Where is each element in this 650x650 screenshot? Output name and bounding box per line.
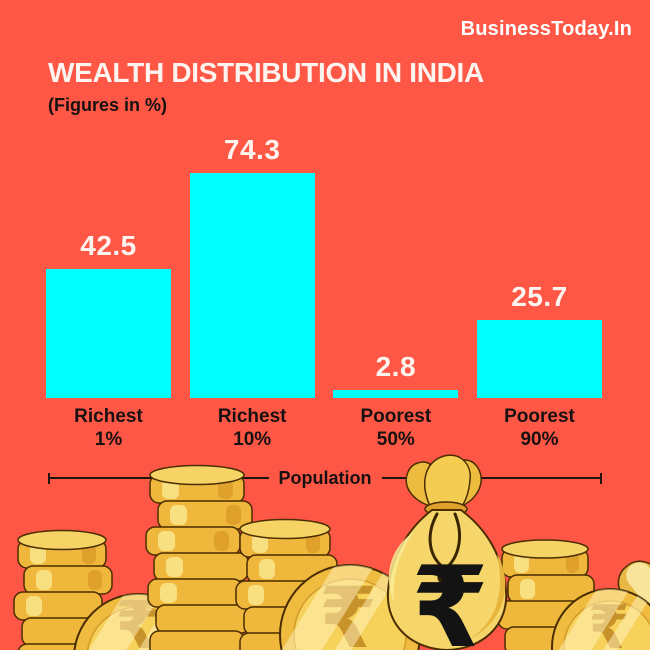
rupee-coin-icon: ₹ bbox=[279, 564, 421, 650]
rupee-symbol: ₹ bbox=[411, 543, 489, 650]
axis-tick-right bbox=[600, 472, 602, 484]
category-label: Poorest 90% bbox=[504, 406, 575, 450]
bar-group: 25.7 bbox=[476, 281, 602, 398]
brand-logo: BusinessToday.In bbox=[460, 18, 632, 40]
coin-stack-icon bbox=[235, 518, 338, 650]
rupee-symbol: ₹ bbox=[115, 587, 161, 650]
coin-stack-icon bbox=[145, 464, 253, 650]
page-subtitle: (Figures in %) bbox=[48, 95, 168, 115]
category-label: Richest 1% bbox=[74, 406, 143, 450]
bars-row: 42.5 74.3 2.8 25.7 bbox=[46, 130, 602, 398]
bar bbox=[189, 173, 315, 398]
category-label: Richest 10% bbox=[217, 406, 287, 450]
bar-value-label: 42.5 bbox=[80, 230, 137, 261]
bar bbox=[333, 390, 459, 398]
bar bbox=[46, 269, 171, 398]
bar-value-label: 74.3 bbox=[223, 134, 281, 165]
bar-value-label: 2.8 bbox=[375, 351, 417, 382]
bar-group: 42.5 bbox=[46, 230, 171, 398]
page-title: WEALTH DISTRIBUTION IN INDIA bbox=[48, 57, 484, 88]
tilted-coin-icon bbox=[617, 560, 650, 635]
coin-stack-icon bbox=[497, 539, 595, 650]
bar-value-label: 25.7 bbox=[511, 281, 568, 312]
axis-tick-left bbox=[48, 472, 50, 484]
x-axis: Population bbox=[48, 467, 602, 488]
rupee-symbol: ₹ bbox=[319, 569, 377, 650]
rupee-coin-icon: ₹ bbox=[73, 587, 203, 650]
rupee-symbol: ₹ bbox=[588, 593, 630, 650]
category-label: Poorest 50% bbox=[360, 406, 432, 450]
axis-line-left bbox=[50, 477, 269, 479]
x-axis-label: Population bbox=[278, 467, 372, 488]
coin-stack-icon bbox=[13, 529, 113, 650]
category-row: Richest 1% Richest 10% Poorest 50% Poorest 90% bbox=[46, 405, 602, 451]
rupee-coin-icon: ₹ bbox=[551, 588, 650, 650]
bar bbox=[476, 320, 602, 398]
bar-group: 74.3 bbox=[189, 134, 315, 398]
axis-line-right bbox=[381, 477, 600, 479]
bar-group: 2.8 bbox=[333, 351, 459, 398]
